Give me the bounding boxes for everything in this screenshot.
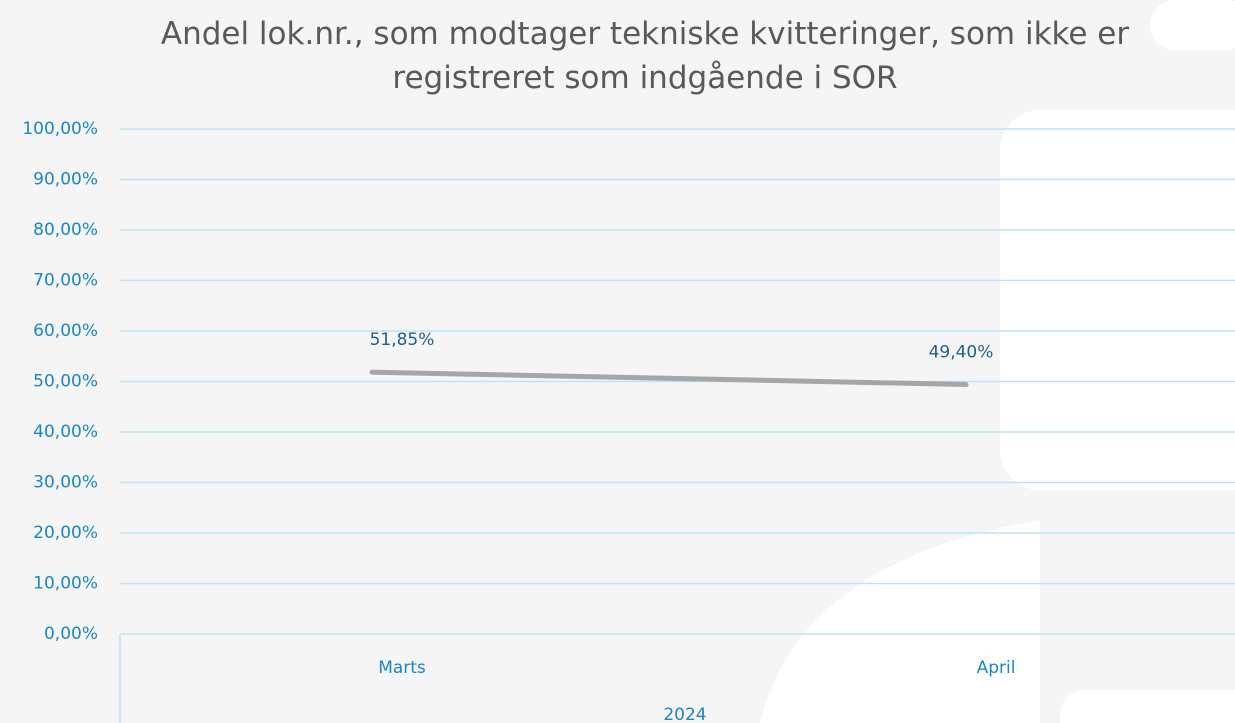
x-tick-label: April [977,658,1016,678]
decor [760,520,1040,723]
y-tick-label: 80,00% [33,220,98,240]
data-label: 49,40% [929,343,994,363]
y-tick-label: 30,00% [33,473,98,493]
y-tick-label: 50,00% [33,372,98,392]
y-tick-label: 40,00% [33,422,98,442]
y-tick-label: 90,00% [33,170,98,190]
y-tick-label: 60,00% [33,321,98,341]
group-label: 2024 [663,705,706,723]
decor [1000,110,1235,490]
data-label: 51,85% [370,330,435,350]
y-tick-label: 70,00% [33,271,98,291]
decor [1150,0,1235,50]
y-tick-label: 10,00% [33,574,98,594]
decor [1060,690,1235,723]
y-tick-label: 20,00% [33,523,98,543]
y-tick-label: 0,00% [44,624,98,644]
series-line [369,369,969,388]
chart-title: Andel lok.nr., som modtager tekniske kvi… [160,16,1130,96]
y-tick-label: 100,00% [22,119,98,139]
x-tick-label: Marts [378,658,426,678]
